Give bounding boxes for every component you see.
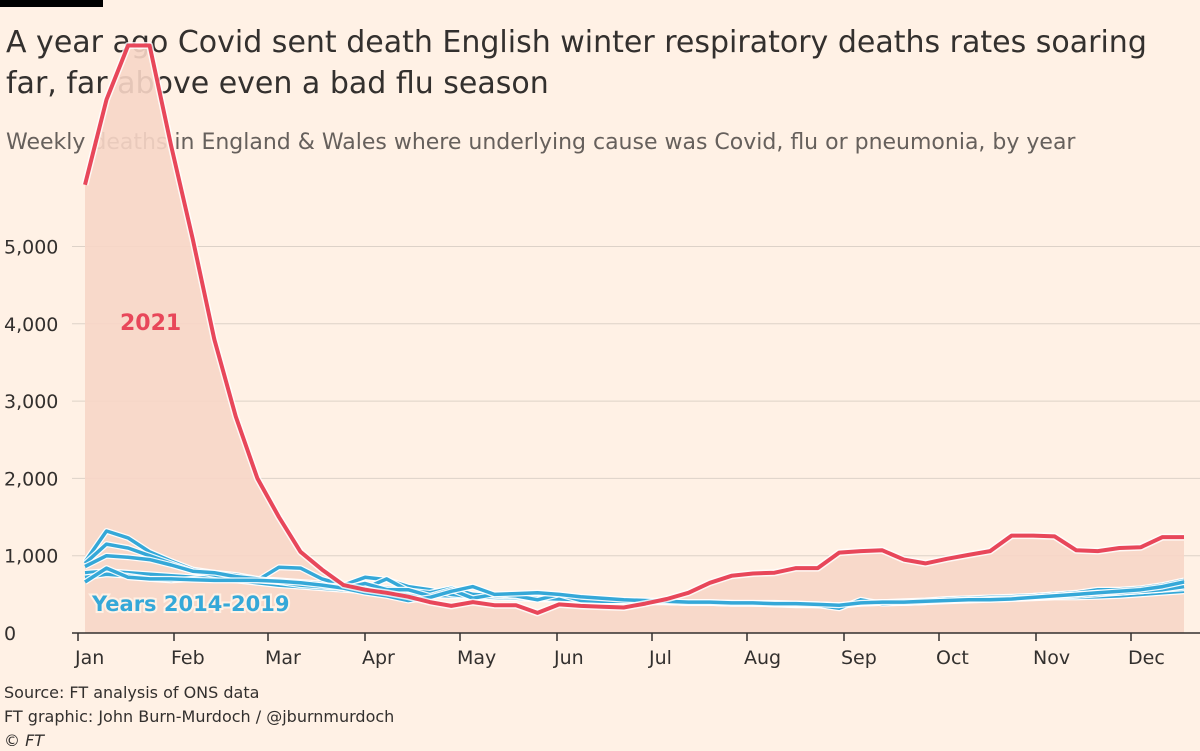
highlight-line: [81, 42, 1184, 617]
x-tick-label: Oct: [936, 647, 969, 669]
brand-bar: [0, 0, 103, 7]
y-tick-label: 1,000: [4, 546, 58, 568]
y-tick-label: 3,000: [4, 391, 58, 413]
x-tick-label: Jul: [648, 647, 672, 669]
x-tick-label: Aug: [744, 647, 781, 669]
chart-title: A year ago Covid sent death English wint…: [6, 25, 1147, 101]
series-label-2021: 2021: [120, 311, 181, 336]
highlight-area: [85, 45, 1184, 633]
x-tick-label: Jun: [553, 647, 584, 669]
y-tick-label: 5,000: [4, 237, 58, 259]
credit-note: FT graphic: John Burn-Murdoch / @jburnmu…: [4, 707, 395, 726]
x-tick-label: Dec: [1128, 647, 1165, 669]
x-tick-label: Jan: [74, 647, 104, 669]
x-tick-label: May: [457, 647, 496, 669]
source-note: Source: FT analysis of ONS data: [4, 683, 260, 702]
series-label-comparison: Years 2014-2019: [91, 592, 289, 616]
y-tick-label: 4,000: [4, 314, 58, 336]
series-line-2021: [83, 43, 1184, 615]
x-tick-label: Nov: [1033, 647, 1070, 669]
chart-subtitle: Weekly deaths in England & Wales where u…: [6, 130, 1076, 155]
x-tick-label: Sep: [841, 647, 877, 669]
y-tick-label: 2,000: [4, 468, 58, 490]
x-tick-label: Apr: [362, 647, 395, 669]
copyright-note: © FT: [4, 731, 45, 750]
comparison-lines: [82, 528, 1185, 612]
line-chart: 0 1,000 2,000 3,000 4,000 5,000 Jan Feb Mar Apr Ma…: [4, 42, 1200, 669]
y-tick-label: 0: [4, 623, 16, 645]
axes: 0 1,000 2,000 3,000 4,000 5,000 Jan Feb Mar Apr Ma…: [4, 237, 1200, 669]
x-tick-label: Feb: [171, 647, 205, 669]
series-line-2019: [84, 566, 1185, 607]
area-2021: [85, 45, 1184, 633]
x-tick-label: Mar: [265, 647, 301, 669]
